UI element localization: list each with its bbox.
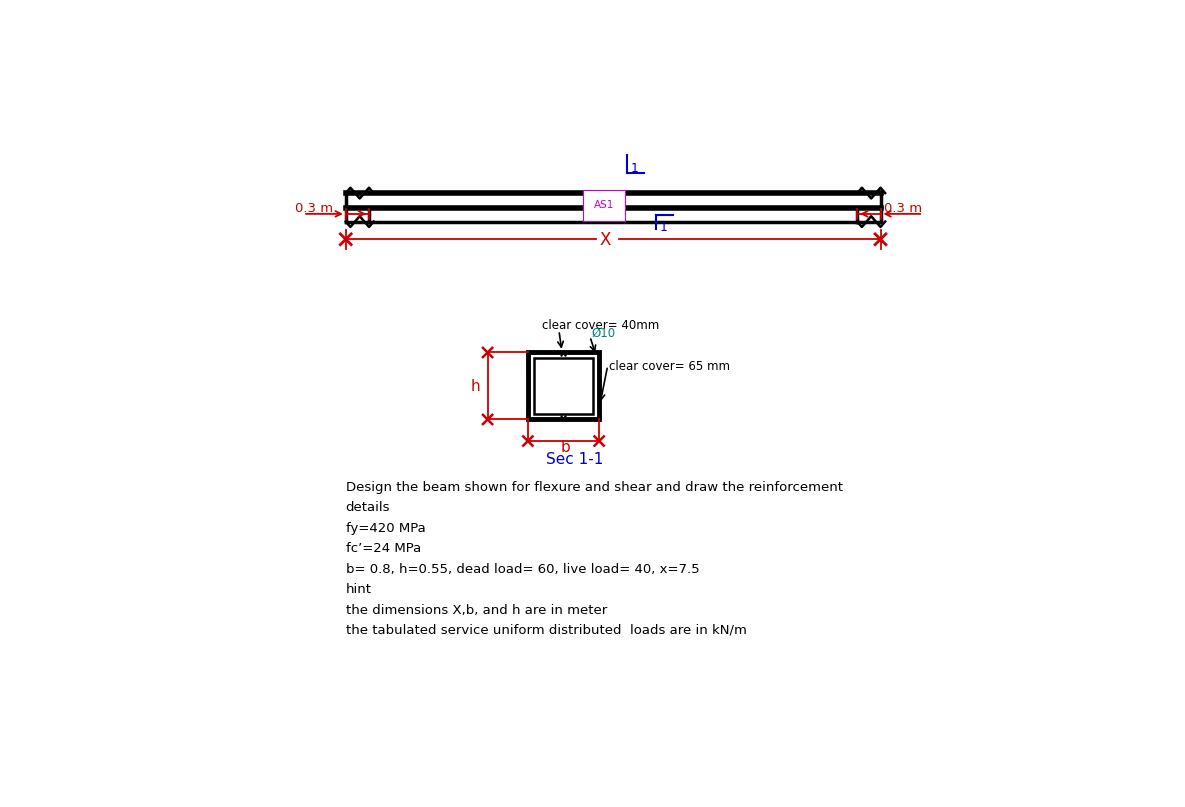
Text: hint: hint [346,583,372,596]
Text: fy=420 MPa: fy=420 MPa [346,522,425,535]
Text: b: b [561,440,570,455]
Text: 0.3 m: 0.3 m [884,203,922,215]
Text: clear cover= 40mm: clear cover= 40mm [542,319,659,332]
Text: Ø10: Ø10 [591,327,615,340]
Text: Design the beam shown for flexure and shear and draw the reinforcement: Design the beam shown for flexure and sh… [346,481,843,494]
Text: b= 0.8, h=0.55, dead load= 60, live load= 40, x=7.5: b= 0.8, h=0.55, dead load= 60, live load… [346,562,699,575]
Text: Sec 1-1: Sec 1-1 [546,452,604,467]
Text: X: X [600,231,611,249]
Text: fc’=24 MPa: fc’=24 MPa [346,542,421,555]
Text: AS1: AS1 [594,200,614,211]
Text: 1: 1 [660,221,667,234]
Text: the tabulated service uniform distributed  loads are in kN/m: the tabulated service uniform distribute… [346,624,747,637]
Text: 1: 1 [630,161,639,174]
Text: 0.3 m: 0.3 m [295,203,333,215]
Text: the dimensions X,b, and h are in meter: the dimensions X,b, and h are in meter [346,604,607,617]
Text: h: h [470,378,480,394]
Text: details: details [346,501,390,515]
Text: clear cover= 65 mm: clear cover= 65 mm [609,360,730,373]
